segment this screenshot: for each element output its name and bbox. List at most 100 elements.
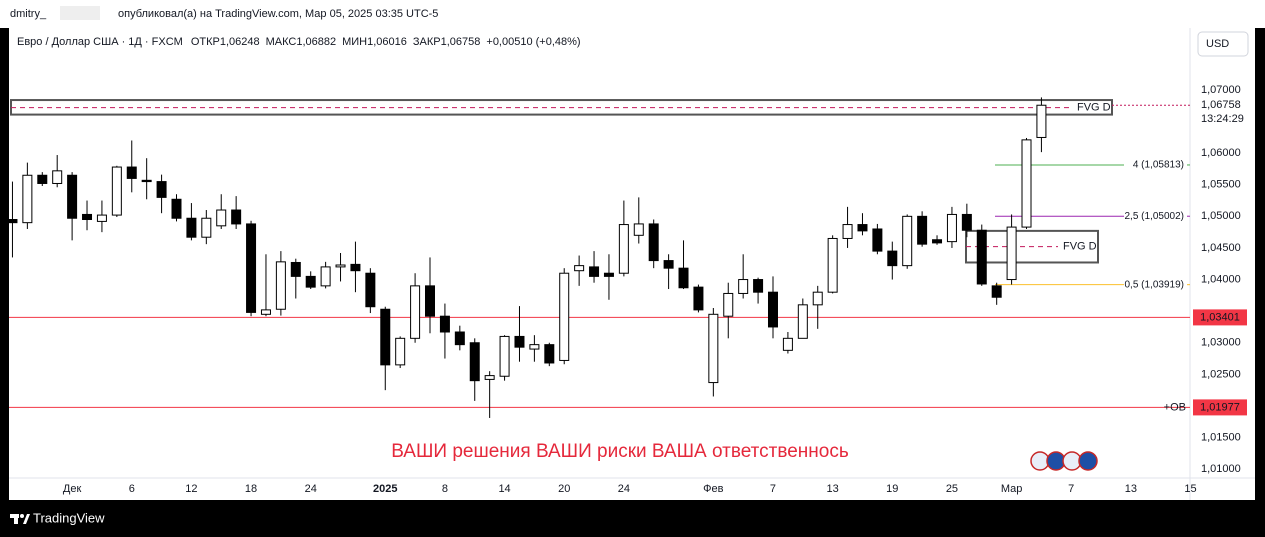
symbol: Евро / Доллар США · 1Д · FXCM (17, 36, 183, 48)
change: +0,00510 (+0,48%) (486, 36, 580, 48)
current-price-label: 1,06758 (1201, 99, 1241, 111)
x-tick-label: 7 (770, 483, 776, 495)
level-price-label: 1,01977 (1200, 401, 1240, 413)
legend-field-value: 1,06882 (296, 36, 336, 48)
candle-body (246, 223, 257, 313)
candle-body (111, 166, 122, 216)
y-tick-label: 1,04500 (1201, 242, 1241, 254)
level-price-label: 1,03401 (1200, 311, 1240, 323)
published: опубликовал(а) на TradingView.com, Мар 0… (118, 8, 438, 20)
candle-body (574, 265, 585, 272)
candle-body (171, 198, 182, 219)
x-tick-label: 8 (442, 483, 448, 495)
candle-body (812, 291, 823, 306)
countdown: 13:24:29 (1201, 113, 1244, 125)
x-tick-label: 7 (1068, 483, 1074, 495)
candle-body (589, 266, 600, 277)
candle-body (1006, 226, 1017, 281)
fib-label: 0,5 (1,03919) (1125, 279, 1185, 290)
chart-panel (9, 28, 1255, 500)
y-tick-label: 1,03000 (1201, 337, 1241, 349)
watermark: ВАШИ решения ВАШИ риски ВАША ответственн… (391, 441, 849, 462)
y-tick-label: 1,07000 (1201, 84, 1241, 96)
x-tick-label: 13 (1125, 483, 1137, 495)
candle-body (186, 217, 197, 238)
candle-body (469, 342, 480, 382)
x-tick-label: 14 (498, 483, 510, 495)
candle-body (753, 279, 764, 293)
candle-body (96, 214, 107, 222)
candle-body (37, 174, 48, 184)
x-tick-label: 2025 (373, 483, 397, 495)
y-tick-label: 1,01000 (1201, 463, 1241, 475)
candle-body (7, 219, 18, 224)
candle-body (902, 215, 913, 267)
logo (10, 514, 30, 524)
x-tick-label: 12 (185, 483, 197, 495)
x-tick-label: 24 (305, 483, 317, 495)
candle-body (693, 286, 704, 311)
legend-field-label: МАКС (266, 36, 297, 48)
candle-body (290, 261, 301, 277)
currency[interactable]: USD (1206, 38, 1229, 50)
candle-body (767, 291, 778, 328)
candle-body (678, 267, 689, 289)
candle-body (260, 309, 271, 315)
candle-body (887, 250, 898, 267)
y-tick-label: 1,05000 (1201, 210, 1241, 222)
fib-label: 2,5 (1,05002) (1125, 211, 1185, 222)
candle-body (1021, 139, 1032, 228)
x-tick-label: 6 (129, 483, 135, 495)
candle-body (335, 264, 346, 268)
fib-label: 4 (1,05813) (1133, 160, 1184, 171)
level-text: +OB (1164, 401, 1186, 413)
candle-body (857, 224, 868, 232)
legend-field-value: 1,06016 (367, 36, 407, 48)
candle-body (380, 308, 391, 366)
candle-body (410, 285, 421, 339)
currency-button[interactable] (1197, 31, 1249, 57)
candle-body (1036, 104, 1047, 138)
candle-body (738, 279, 749, 294)
x-tick-label: 15 (1184, 483, 1196, 495)
candle-body (275, 261, 286, 310)
candle-body (559, 272, 570, 361)
candle-body (484, 375, 495, 380)
candle-body (991, 285, 1002, 298)
x-tick-label: 25 (946, 483, 958, 495)
candle-body (544, 344, 555, 364)
candle-body (827, 237, 838, 293)
candle-body (216, 209, 227, 227)
candle-body (782, 337, 793, 351)
candle-body (917, 215, 928, 245)
candle-body (842, 224, 853, 239)
y-tick-label: 1,05500 (1201, 179, 1241, 191)
candle-body (529, 344, 540, 350)
candle-body (603, 272, 614, 277)
candle-body (648, 223, 659, 262)
candle-body (454, 331, 465, 346)
candle-body (156, 181, 167, 198)
candle-body (395, 337, 406, 366)
candle-body (514, 335, 525, 348)
candle-body (723, 292, 734, 317)
candle-body (201, 217, 212, 238)
brand: TradingView (33, 510, 105, 525)
candle-body (67, 174, 78, 219)
candle-body (618, 224, 629, 274)
candle-body (425, 285, 436, 317)
y-tick-label: 1,04000 (1201, 273, 1241, 285)
candle-body (872, 228, 883, 252)
x-tick-label: Фев (703, 483, 723, 495)
candle-body (633, 223, 644, 236)
candle-body (961, 213, 972, 231)
legend-field-label: ОТКР (191, 36, 220, 48)
fvg-label: FVG D (1077, 102, 1111, 114)
candle-body (126, 166, 137, 179)
candle-body (365, 272, 376, 308)
candle-body (141, 179, 152, 183)
footer-bar (0, 500, 1265, 537)
candle-body (439, 315, 450, 333)
